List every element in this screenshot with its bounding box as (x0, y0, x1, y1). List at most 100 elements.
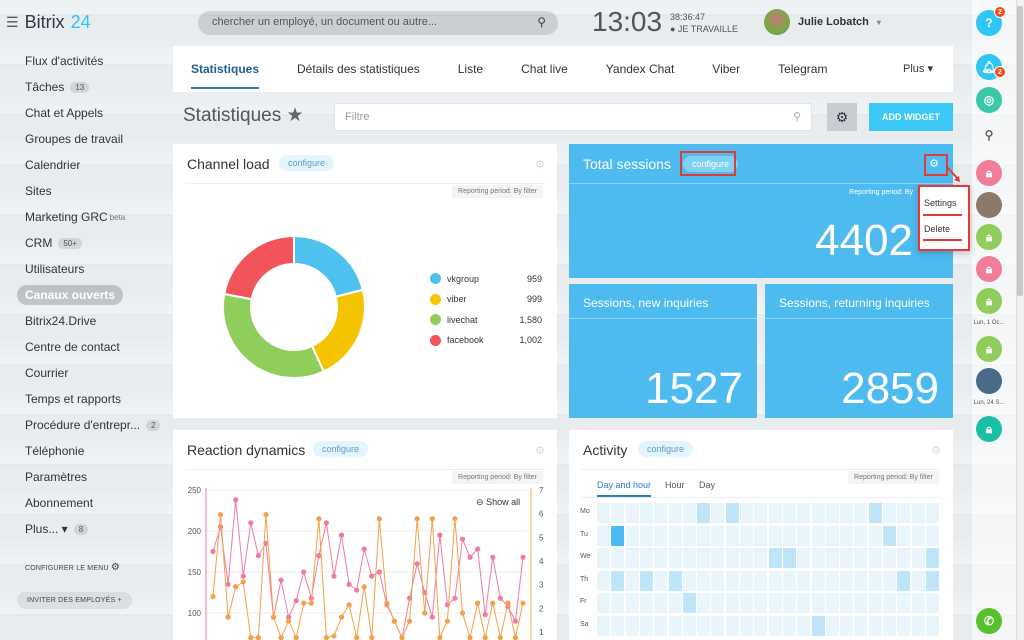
heatmap-cell[interactable] (897, 525, 911, 546)
data-point[interactable] (391, 618, 398, 624)
heatmap-cell[interactable] (697, 503, 711, 523)
heatmap-cell[interactable] (682, 525, 696, 546)
data-point[interactable] (338, 532, 345, 538)
heatmap-cell[interactable] (668, 525, 682, 546)
heatmap-cell[interactable] (911, 570, 925, 591)
data-point[interactable] (278, 635, 284, 640)
heatmap-cell[interactable] (682, 548, 696, 568)
heatmap-cell[interactable] (911, 503, 925, 523)
data-point[interactable] (399, 635, 405, 640)
heatmap-cell[interactable] (782, 615, 796, 636)
menu-item[interactable]: Marketing GRC beta (0, 204, 172, 230)
menu-item[interactable]: Bitrix24.Drive (0, 308, 172, 334)
heatmap-cell[interactable] (682, 503, 696, 523)
data-point[interactable] (406, 618, 413, 624)
data-point[interactable] (255, 635, 261, 640)
heatmap-cell[interactable] (925, 503, 939, 523)
clock[interactable]: 13:03 (592, 6, 663, 37)
heatmap-cell[interactable] (597, 548, 610, 568)
data-point[interactable] (376, 516, 382, 522)
menu-icon[interactable]: ☰ (6, 14, 19, 30)
heatmap-cell[interactable] (711, 503, 725, 523)
data-point[interactable] (361, 584, 367, 590)
gear-icon[interactable]: ⚙ (535, 445, 545, 457)
heatmap-cell[interactable] (654, 593, 668, 613)
menu-item[interactable]: Flux d'activités (0, 48, 172, 74)
heatmap-cell[interactable] (682, 570, 696, 591)
heatmap-cell[interactable] (697, 525, 711, 546)
heatmap-cell[interactable] (925, 615, 939, 636)
heatmap-cell[interactable] (711, 593, 725, 613)
heatmap-cell[interactable] (840, 503, 854, 523)
heatmap-cell[interactable] (911, 593, 925, 613)
contact-lock[interactable]: 🔒︎ (976, 224, 1002, 250)
data-point[interactable] (414, 516, 420, 522)
configure-menu[interactable]: CONFIGURER LE MENU ⚙ (25, 562, 120, 573)
legend-item[interactable]: livechat 1,580 (430, 314, 542, 325)
heatmap-cell[interactable] (925, 525, 939, 546)
heatmap-cell[interactable] (768, 503, 782, 523)
heatmap-cell[interactable] (754, 570, 768, 591)
heatmap-cell[interactable] (754, 503, 768, 523)
contact-lock[interactable]: 🔒︎ (976, 160, 1002, 186)
heatmap-cell[interactable] (597, 593, 610, 613)
tab-item[interactable]: Détails des statistiques (297, 62, 420, 76)
tab-item[interactable]: Yandex Chat (605, 62, 675, 76)
heatmap-cell[interactable] (725, 548, 739, 568)
data-point[interactable] (316, 553, 322, 559)
data-point[interactable] (490, 554, 496, 560)
legend-item[interactable]: facebook 1,002 (430, 334, 542, 346)
heatmap-cell[interactable] (768, 615, 782, 636)
search-contacts-button[interactable]: ⚲ (976, 122, 1002, 148)
search-icon[interactable]: ⚲ (792, 111, 801, 123)
heatmap-cell[interactable] (597, 615, 610, 636)
heatmap-cell[interactable] (668, 593, 682, 613)
heatmap-cell[interactable] (597, 525, 610, 546)
data-point[interactable] (437, 532, 443, 538)
heatmap-cell[interactable] (740, 525, 753, 546)
invite-button[interactable]: INVITER DES EMPLOYÉS + (17, 592, 132, 609)
heatmap-cell[interactable] (639, 548, 653, 568)
legend-item[interactable]: viber 999 (430, 293, 542, 305)
data-point[interactable] (278, 577, 284, 583)
heatmap-cell[interactable] (854, 525, 868, 546)
data-point[interactable] (459, 610, 466, 616)
configure-button[interactable]: configure (279, 155, 335, 171)
heatmap-cell[interactable] (897, 570, 911, 591)
heatmap-cell[interactable] (911, 615, 925, 636)
pie-slice-viber[interactable] (310, 288, 365, 373)
search-icon[interactable]: ⚲ (537, 15, 546, 29)
menu-item[interactable]: Groupes de travail (0, 126, 172, 152)
heatmap-cell[interactable] (797, 525, 811, 546)
heatmap-cell[interactable] (611, 615, 625, 636)
heatmap-cell[interactable] (868, 525, 882, 546)
data-point[interactable] (505, 600, 511, 606)
phone-button[interactable]: ✆ (976, 608, 1002, 634)
data-point[interactable] (338, 614, 345, 620)
menu-item[interactable]: Courrier (0, 360, 172, 386)
data-point[interactable] (346, 581, 352, 587)
star-icon[interactable]: ★ (286, 105, 304, 126)
heatmap-cell[interactable] (811, 525, 825, 546)
heatmap-cell[interactable] (740, 615, 753, 636)
heatmap-cell[interactable] (825, 548, 839, 568)
data-point[interactable] (263, 512, 269, 518)
heatmap-cell[interactable] (668, 503, 682, 523)
menu-item-settings[interactable]: Settings (924, 198, 957, 208)
data-point[interactable] (429, 614, 435, 620)
heatmap-cell[interactable] (825, 570, 839, 591)
heatmap-cell[interactable] (883, 593, 896, 613)
heatmap-cell[interactable] (854, 503, 868, 523)
heatmap-cell[interactable] (797, 593, 811, 613)
heatmap-cell[interactable] (782, 548, 796, 568)
heatmap-cell[interactable] (654, 525, 668, 546)
heatmap-cell[interactable] (611, 570, 625, 591)
menu-item[interactable]: Procédure d'entrepr... 2 (0, 412, 172, 438)
work-status[interactable]: 38:36:47 ● JE TRAVAILLE (670, 11, 738, 35)
heatmap-cell[interactable] (697, 570, 711, 591)
data-point[interactable] (316, 516, 322, 522)
menu-item[interactable]: Paramètres (0, 464, 172, 490)
heatmap-cell[interactable] (639, 525, 653, 546)
heatmap-cell[interactable] (925, 570, 939, 591)
settings-button[interactable]: ⚙ (827, 103, 857, 131)
